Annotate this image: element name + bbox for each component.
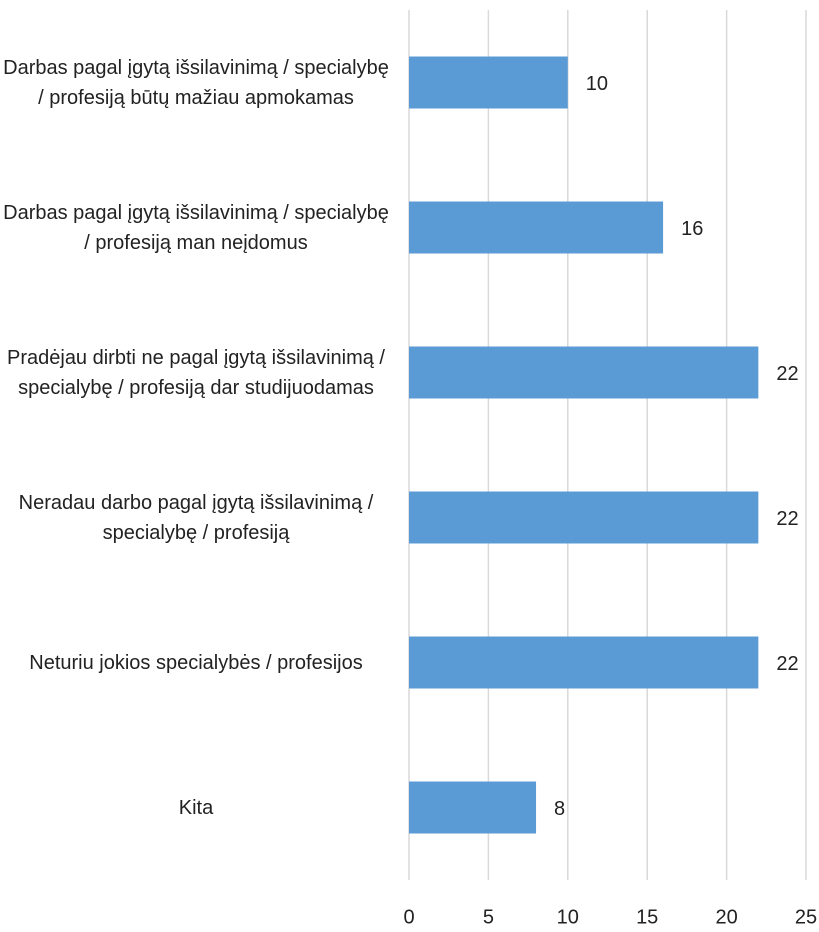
x-tick-label: 20 [715, 906, 737, 928]
y-tick-label: Darbas pagal įgytą išsilavinimą / specia… [3, 56, 389, 109]
x-tick-label: 5 [483, 906, 494, 928]
data-label: 22 [776, 363, 798, 385]
y-tick-label: Kita [178, 796, 214, 819]
bar [409, 781, 537, 834]
data-label: 10 [586, 73, 608, 95]
bar [409, 201, 664, 254]
y-tick-label: Neradau darbo pagal įgytą išsilavinimą /… [18, 491, 374, 544]
data-label: 22 [776, 508, 798, 530]
data-label: 22 [776, 653, 798, 675]
bar [409, 56, 568, 109]
x-tick-label: 25 [795, 906, 817, 928]
data-label: 8 [554, 798, 565, 820]
y-tick-label: Darbas pagal įgytą išsilavinimą / specia… [3, 201, 389, 254]
y-tick-label: Pradėjau dirbti ne pagal įgytą išsilavin… [7, 346, 385, 399]
data-label: 16 [681, 218, 703, 240]
bar [409, 491, 759, 544]
x-tick-label: 10 [557, 906, 579, 928]
bar [409, 636, 759, 689]
y-tick-label: Neturiu jokios specialybės / profesijos [29, 651, 363, 674]
bar [409, 346, 759, 399]
x-tick-label: 15 [636, 906, 658, 928]
x-tick-label: 0 [403, 906, 414, 928]
